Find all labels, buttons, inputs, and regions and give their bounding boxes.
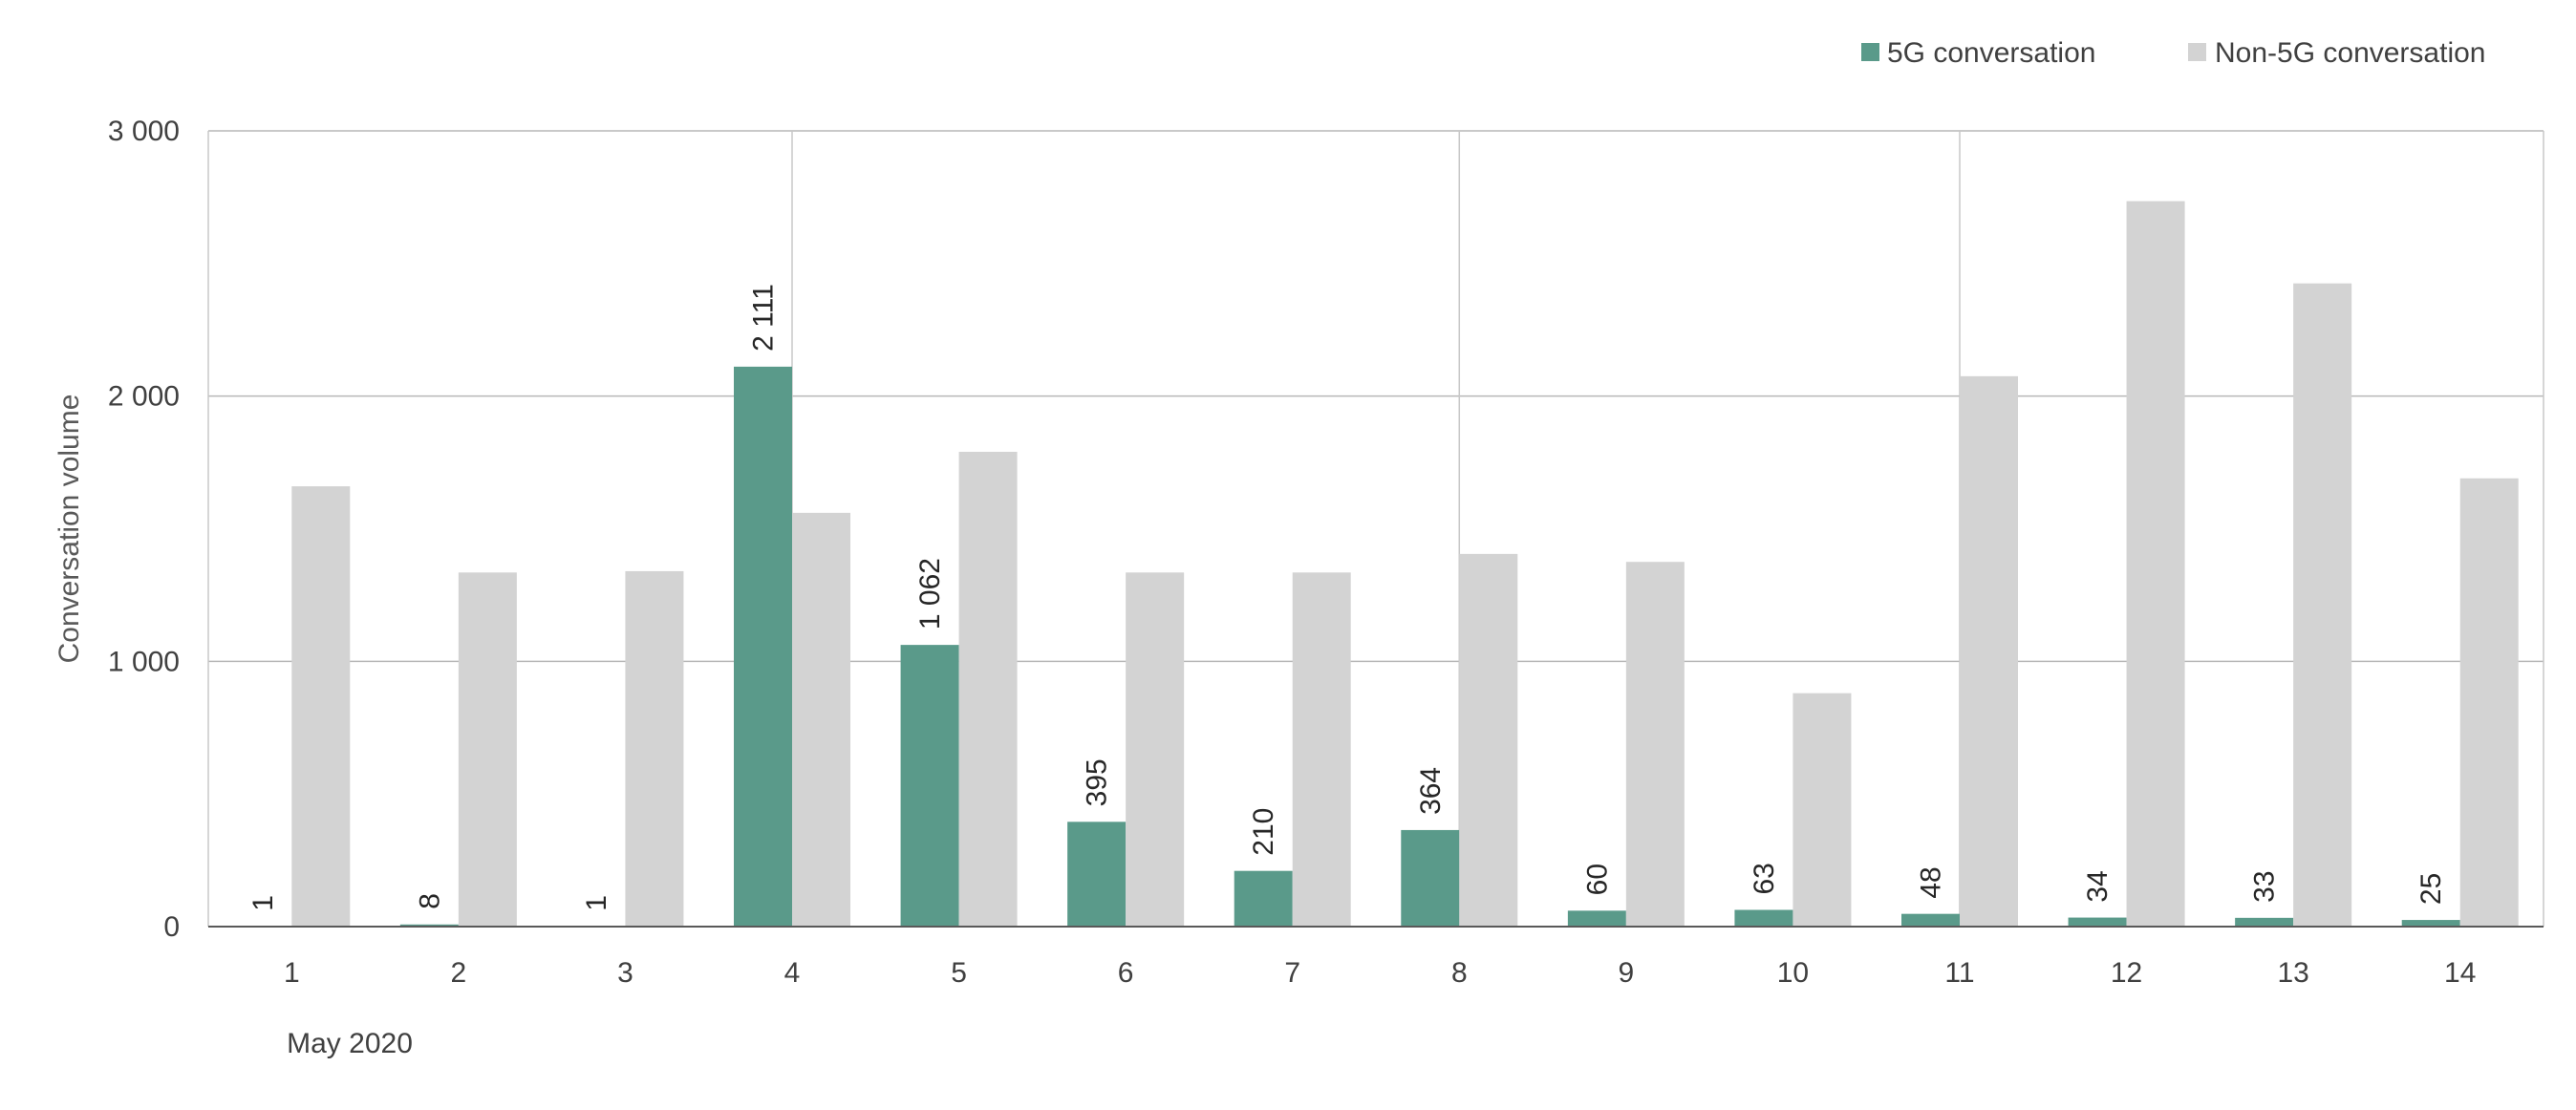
x-tick-label: 5 xyxy=(951,957,967,989)
x-group-label: May 2020 xyxy=(287,1028,413,1059)
bar-5g xyxy=(399,924,459,927)
bar-non-5g xyxy=(1960,375,2018,927)
x-tick-label: 3 xyxy=(617,957,633,989)
gridlines xyxy=(207,130,2544,927)
bar-5g xyxy=(1567,910,1626,927)
bar-5g xyxy=(734,366,792,927)
y-tick-label: 0 xyxy=(163,911,180,943)
bar-non-5g xyxy=(1625,562,1685,927)
bar-non-5g xyxy=(2293,283,2352,927)
bar-non-5g xyxy=(1792,693,1852,927)
bar-5g xyxy=(900,645,959,927)
data-label-5g: 60 xyxy=(1581,864,1613,895)
bar-non-5g xyxy=(2459,478,2519,927)
y-tick-label: 3 000 xyxy=(108,116,180,147)
data-label-5g: 364 xyxy=(1415,767,1447,815)
x-tick-label: 10 xyxy=(1777,957,1809,989)
legend-swatch-non-5g xyxy=(2188,43,2206,61)
legend-label-non-5g: Non-5G conversation xyxy=(2215,37,2485,69)
bar-non-5g xyxy=(958,451,1018,927)
data-label-5g: 2 111 xyxy=(748,284,780,352)
legend-label-5g: 5G conversation xyxy=(1887,37,2095,69)
bar-5g xyxy=(1067,822,1127,927)
legend-swatch-5g xyxy=(1861,43,1879,61)
bars xyxy=(233,201,2519,927)
bar-5g xyxy=(1401,829,1460,927)
bar-5g xyxy=(1901,913,1960,927)
x-tick-label: 9 xyxy=(1619,957,1635,989)
data-label-5g: 395 xyxy=(1082,758,1113,806)
bar-non-5g xyxy=(291,486,351,927)
bar-non-5g xyxy=(1126,572,1185,927)
x-tick-label: 11 xyxy=(1944,957,1974,989)
data-label-5g: 1 xyxy=(247,895,279,911)
y-tick-label: 2 000 xyxy=(108,381,180,413)
y-tick-label: 1 000 xyxy=(108,646,180,677)
bar-non-5g xyxy=(792,512,850,927)
x-tick-label: 13 xyxy=(2277,957,2308,989)
x-tick-label: 14 xyxy=(2444,957,2476,989)
bar-non-5g xyxy=(625,570,684,927)
data-labels: 1 8 1 2 111 1 062 395 210 364 60 63 48 34 33 25 xyxy=(247,284,2447,911)
bar-5g xyxy=(1734,909,1793,927)
x-tick-label: 4 xyxy=(784,957,801,989)
data-label-5g: 34 xyxy=(2082,870,2114,902)
data-label-5g: 1 062 xyxy=(914,558,946,630)
x-tick-label: 12 xyxy=(2111,957,2142,989)
data-label-5g: 33 xyxy=(2249,870,2281,902)
legend: 5G conversation Non-5G conversation xyxy=(1861,37,2485,69)
bar-non-5g xyxy=(1292,572,1351,927)
x-tick-label: 7 xyxy=(1284,957,1300,989)
data-label-5g: 8 xyxy=(414,893,445,909)
bar-non-5g xyxy=(2126,201,2185,927)
bar-5g xyxy=(2401,920,2460,927)
data-label-5g: 25 xyxy=(2415,873,2447,905)
data-label-5g: 48 xyxy=(1916,866,1947,898)
data-label-5g: 1 xyxy=(581,895,612,911)
x-tick-label: 2 xyxy=(451,957,467,989)
y-axis-title: Conversation volume xyxy=(54,395,85,664)
x-tick-label: 1 xyxy=(284,957,300,989)
bar-non-5g xyxy=(458,572,517,927)
data-label-5g: 63 xyxy=(1749,863,1780,894)
x-tick-label: 6 xyxy=(1118,957,1134,989)
data-label-5g: 210 xyxy=(1248,808,1279,856)
bar-5g xyxy=(2068,917,2127,927)
bar-5g xyxy=(2235,917,2294,927)
x-tick-label: 8 xyxy=(1451,957,1468,989)
bar-5g xyxy=(1234,870,1293,927)
bar-non-5g xyxy=(1459,553,1518,927)
